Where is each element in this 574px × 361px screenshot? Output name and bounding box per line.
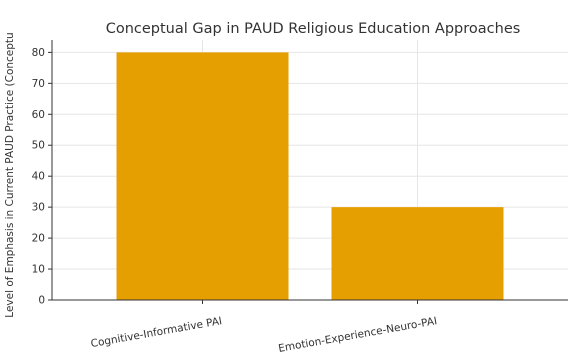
- y-tick-label: 60: [32, 109, 45, 121]
- y-tick-label: 70: [32, 78, 45, 90]
- y-tick-label: 0: [38, 295, 45, 307]
- x-tick-label: Cognitive-Informative PAI: [90, 315, 223, 350]
- y-tick-label: 80: [32, 47, 45, 59]
- y-tick-label: 40: [32, 171, 45, 183]
- y-tick-label: 20: [32, 233, 45, 245]
- x-tick-labels: Cognitive-Informative PAI Emotion-Experie…: [90, 315, 438, 355]
- bar-1: [331, 207, 504, 300]
- axes: [48, 40, 568, 304]
- y-tick-label: 30: [32, 202, 45, 214]
- y-axis-label: Level of Emphasis in Current PAUD Practi…: [4, 32, 16, 317]
- x-tick-label: Emotion-Experience-Neuro-PAI: [277, 315, 438, 355]
- bar-0: [116, 52, 289, 300]
- chart-title: Conceptual Gap in PAUD Religious Educati…: [106, 21, 521, 37]
- bars: [116, 52, 504, 300]
- y-tick-label: 50: [32, 140, 45, 152]
- y-tick-label: 10: [32, 264, 45, 276]
- y-tick-labels: 0 10 20 30 40 50 60 70 80: [32, 47, 45, 307]
